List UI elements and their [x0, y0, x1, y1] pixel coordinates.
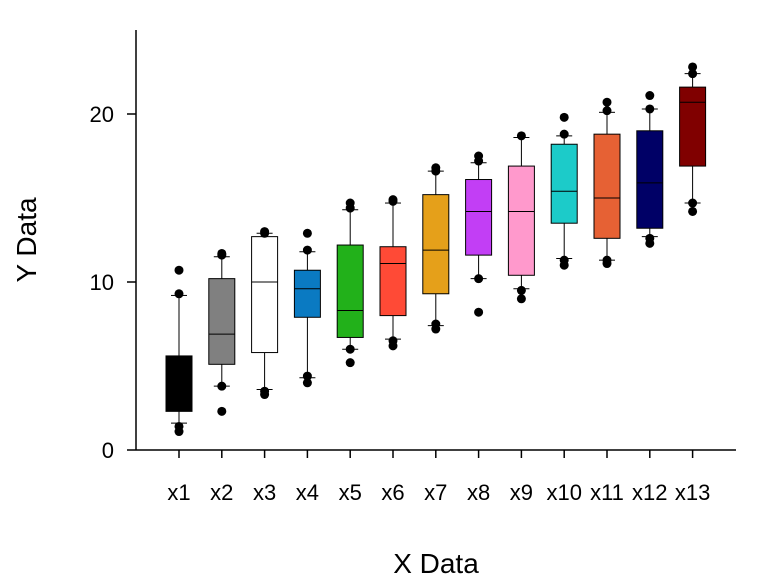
outlier-point	[645, 104, 655, 114]
outlier-point	[388, 336, 398, 346]
box-body	[165, 355, 193, 412]
box-body	[593, 133, 621, 239]
outlier-point	[645, 91, 655, 101]
y-tick-label: 20	[90, 102, 114, 127]
x-tick-label-x7: x7	[424, 480, 447, 505]
x-axis-title: X Data	[393, 548, 479, 579]
y-tick-label: 0	[102, 438, 114, 463]
box-x11	[593, 97, 621, 269]
box-x6	[379, 195, 407, 351]
outlier-point	[388, 195, 398, 205]
x-tick-label-x6: x6	[381, 480, 404, 505]
outlier-point	[559, 112, 569, 122]
outlier-point	[516, 285, 526, 295]
outlier-point	[174, 265, 184, 275]
box-x5	[336, 198, 364, 368]
outlier-point	[217, 248, 227, 258]
outlier-point	[516, 131, 526, 141]
box-x10	[550, 112, 578, 270]
x-tick-label-x4: x4	[296, 480, 319, 505]
outlier-point	[645, 233, 655, 243]
box-body	[636, 130, 664, 229]
outlier-point	[474, 274, 484, 284]
outlier-point	[688, 69, 698, 79]
x-tick-label-x13: x13	[675, 480, 710, 505]
outlier-point	[602, 106, 612, 116]
box-x7	[422, 163, 450, 334]
box-body	[679, 86, 707, 167]
boxes	[165, 62, 707, 437]
y-ticks: 0 10 20	[90, 102, 136, 463]
x-tick-label-x5: x5	[339, 480, 362, 505]
box-x12	[636, 91, 664, 248]
box-body	[465, 179, 493, 256]
outlier-point	[345, 198, 355, 208]
outlier-point	[302, 378, 312, 388]
x-tick-label-x10: x10	[546, 480, 581, 505]
outlier-point	[474, 151, 484, 161]
outlier-point	[345, 358, 355, 368]
outlier-point	[174, 289, 184, 299]
outlier-point	[559, 129, 569, 139]
box-body	[379, 246, 407, 317]
outlier-point	[217, 406, 227, 416]
outlier-point	[688, 206, 698, 216]
box-body	[507, 165, 535, 276]
box-body	[251, 236, 279, 354]
y-tick-label: 10	[90, 270, 114, 295]
outlier-point	[174, 421, 184, 431]
x-ticks: x1 x2 x3 x4 x5 x6 x7 x8 x9 x10 x11 x12 x13	[167, 450, 710, 505]
box-x8	[465, 151, 493, 317]
outlier-point	[217, 381, 227, 391]
outlier-point	[474, 307, 484, 317]
box-x3	[251, 227, 279, 400]
box-x9	[507, 131, 535, 304]
outlier-point	[602, 97, 612, 107]
box-x1	[165, 265, 193, 437]
outlier-point	[302, 371, 312, 381]
outlier-point	[302, 245, 312, 255]
box-body	[550, 143, 578, 224]
outlier-point	[431, 163, 441, 173]
outlier-point	[260, 386, 270, 396]
box-x4	[293, 228, 321, 388]
box-x2	[208, 248, 236, 416]
outlier-point	[302, 228, 312, 238]
box-body	[422, 194, 450, 295]
box-body	[293, 269, 321, 318]
box-x13	[679, 62, 707, 216]
outlier-point	[431, 319, 441, 329]
x-tick-label-x12: x12	[632, 480, 667, 505]
x-tick-label-x9: x9	[510, 480, 533, 505]
x-tick-label-x3: x3	[253, 480, 276, 505]
outlier-point	[688, 62, 698, 72]
outlier-point	[559, 255, 569, 265]
box-body	[208, 278, 236, 365]
outlier-point	[345, 344, 355, 354]
axes: 0 10 20 x1 x2 x3 x4 x5 x6 x7 x8 x9 x10 x11 x12 x13	[90, 30, 736, 505]
outlier-point	[260, 227, 270, 237]
outlier-point	[688, 198, 698, 208]
x-tick-label-x2: x2	[210, 480, 233, 505]
x-tick-label-x11: x11	[590, 480, 624, 505]
y-axis-title: Y Data	[11, 197, 42, 283]
outlier-point	[602, 255, 612, 265]
outlier-point	[516, 294, 526, 304]
x-tick-label-x1: x1	[167, 480, 190, 505]
x-tick-label-x8: x8	[467, 480, 490, 505]
box-body	[336, 244, 364, 338]
